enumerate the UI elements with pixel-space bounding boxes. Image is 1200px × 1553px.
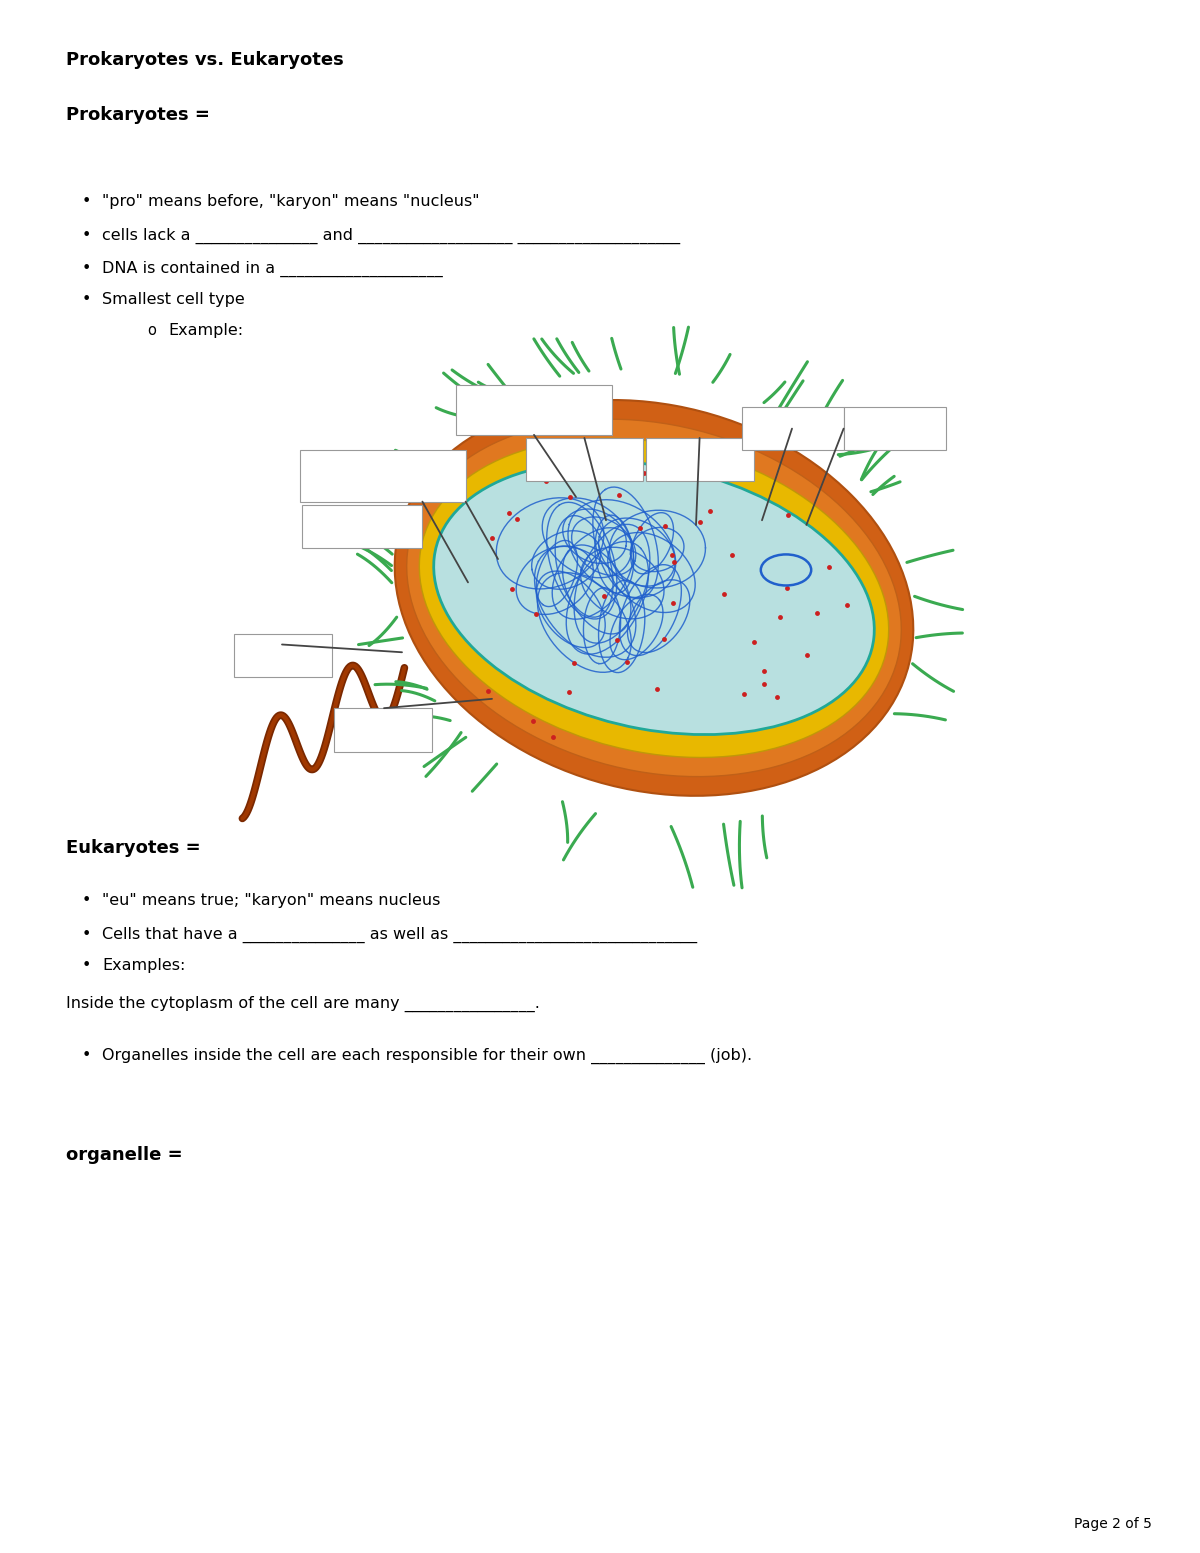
Ellipse shape <box>407 419 901 776</box>
Bar <box>234 634 332 677</box>
Text: o: o <box>148 323 156 339</box>
Text: "pro" means before, "karyon" means "nucleus": "pro" means before, "karyon" means "nucl… <box>102 194 480 210</box>
Text: Eukaryotes =: Eukaryotes = <box>66 839 200 857</box>
Ellipse shape <box>395 401 913 795</box>
Text: •: • <box>82 261 91 276</box>
Text: •: • <box>82 958 91 974</box>
Text: Example:: Example: <box>168 323 244 339</box>
Bar <box>456 385 612 435</box>
Ellipse shape <box>419 438 889 758</box>
Text: •: • <box>82 1048 91 1064</box>
Bar <box>300 450 466 502</box>
Text: •: • <box>82 194 91 210</box>
Text: •: • <box>82 893 91 909</box>
Text: •: • <box>82 292 91 307</box>
Text: DNA is contained in a ____________________: DNA is contained in a __________________… <box>102 261 443 276</box>
Text: Inside the cytoplasm of the cell are many ________________.: Inside the cytoplasm of the cell are man… <box>66 995 540 1011</box>
Bar <box>646 438 754 481</box>
Bar <box>526 438 643 481</box>
Ellipse shape <box>433 461 875 735</box>
Text: •: • <box>82 228 91 244</box>
Text: organelle =: organelle = <box>66 1146 182 1165</box>
Text: Examples:: Examples: <box>102 958 185 974</box>
Text: Page 2 of 5: Page 2 of 5 <box>1074 1517 1152 1531</box>
Bar <box>742 407 844 450</box>
Bar <box>844 407 946 450</box>
Text: "eu" means true; "karyon" means nucleus: "eu" means true; "karyon" means nucleus <box>102 893 440 909</box>
Text: •: • <box>82 927 91 943</box>
Text: Prokaryotes vs. Eukaryotes: Prokaryotes vs. Eukaryotes <box>66 51 343 70</box>
Text: Cells that have a _______________ as well as ______________________________: Cells that have a _______________ as wel… <box>102 927 697 943</box>
Text: Prokaryotes =: Prokaryotes = <box>66 106 210 124</box>
Bar <box>334 708 432 752</box>
Text: Organelles inside the cell are each responsible for their own ______________ (jo: Organelles inside the cell are each resp… <box>102 1048 752 1064</box>
Text: cells lack a _______________ and ___________________ ____________________: cells lack a _______________ and _______… <box>102 228 680 244</box>
Bar <box>302 505 422 548</box>
Text: Smallest cell type: Smallest cell type <box>102 292 245 307</box>
